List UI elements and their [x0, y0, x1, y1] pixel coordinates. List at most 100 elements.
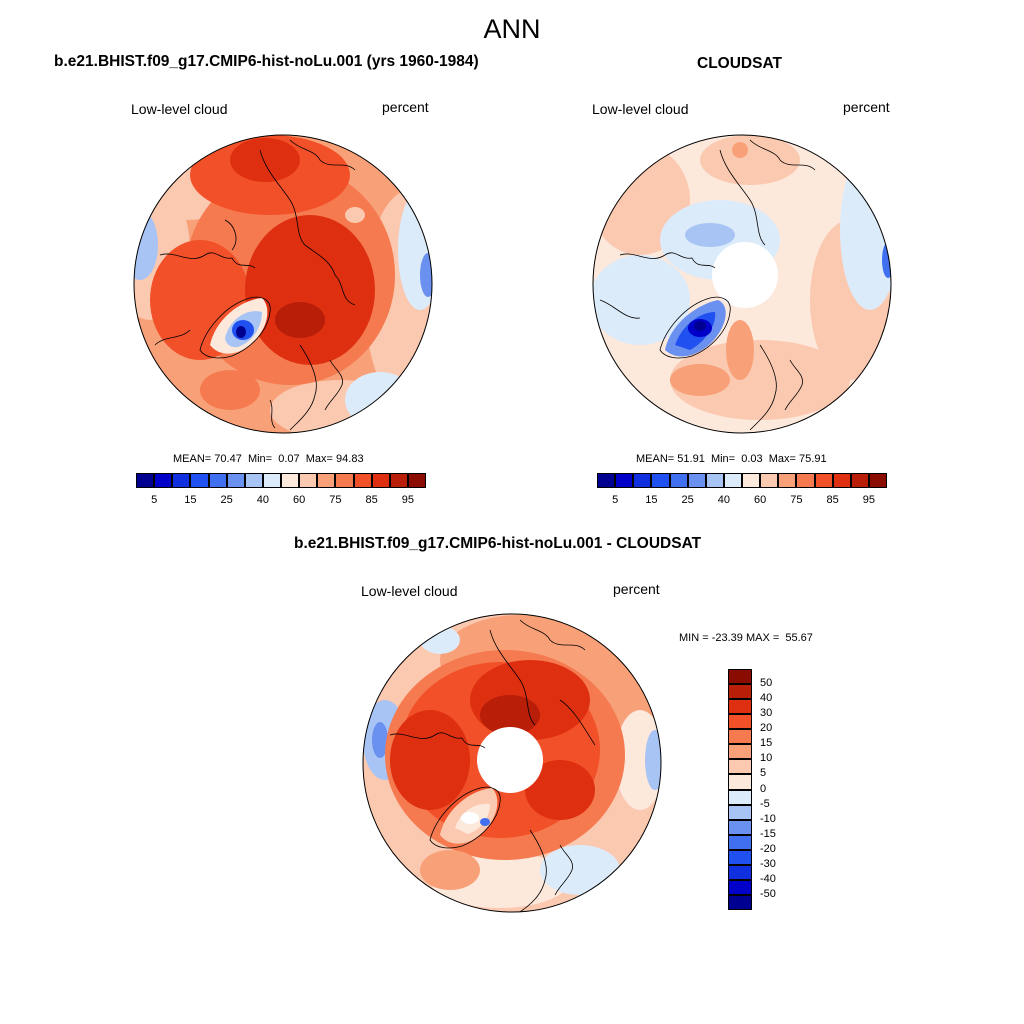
colorbar-tick-label: 5 — [760, 767, 767, 780]
colorbar-swatch — [299, 473, 318, 488]
colorbar-swatch — [728, 819, 752, 835]
colorbar-tick-label: 60 — [293, 494, 306, 506]
colorbar-swatch — [832, 473, 851, 488]
colorbar-tick-label: -50 — [760, 887, 776, 900]
colorbar-tick-label: 10 — [760, 752, 773, 765]
colorbar-swatch — [742, 473, 761, 488]
panel-diff-variable-label: Low-level cloud — [361, 583, 458, 599]
colorbar-swatch — [868, 473, 887, 488]
colorbar-swatch — [389, 473, 408, 488]
figure-title: ANN — [483, 14, 541, 44]
panel-diff-title: b.e21.BHIST.f09_g17.CMIP6-hist-noLu.001 … — [294, 535, 702, 552]
colorbar-tick-label: 75 — [329, 494, 342, 506]
colorbar-tick-label: 20 — [760, 722, 773, 735]
panel-diff-colorbar-ticks: 50 40 30 20 15 10 5 0 -5 -10 -15 -20 -30 -40 -50 — [760, 669, 800, 910]
panel-model-colorbar-ticks: 5 15 25 40 60 75 85 95 — [136, 494, 426, 508]
panel-obs-colorbar — [597, 473, 887, 488]
panel-model-colorbar — [136, 473, 426, 488]
colorbar-swatch — [728, 744, 752, 760]
colorbar-swatch — [728, 729, 752, 745]
colorbar-swatch — [728, 699, 752, 715]
colorbar-swatch — [728, 834, 752, 850]
colorbar-tick-label: -15 — [760, 827, 776, 840]
colorbar-swatch — [407, 473, 426, 488]
panel-model-units-label: percent — [382, 99, 429, 115]
colorbar-tick-label: 0 — [760, 782, 767, 795]
colorbar-swatch — [814, 473, 833, 488]
colorbar-swatch — [154, 473, 173, 488]
colorbar-tick-label: 25 — [220, 494, 233, 506]
colorbar-tick-label: 40 — [256, 494, 269, 506]
colorbar-swatch — [226, 473, 245, 488]
stat-max-value: 75.91 — [799, 453, 827, 465]
colorbar-swatch — [335, 473, 354, 488]
colorbar-swatch — [172, 473, 191, 488]
colorbar-swatch — [615, 473, 634, 488]
colorbar-tick-label: 25 — [681, 494, 694, 506]
colorbar-tick-label: 5 — [612, 494, 619, 506]
colorbar-tick-label: 85 — [365, 494, 378, 506]
panel-model-stats: MEAN= 70.47 Min= 0.07 Max= 94.83 — [173, 453, 364, 465]
colorbar-swatch — [728, 864, 752, 880]
colorbar-swatch — [728, 714, 752, 730]
colorbar-swatch — [244, 473, 263, 488]
colorbar-swatch — [705, 473, 724, 488]
colorbar-tick-label: -20 — [760, 842, 776, 855]
colorbar-swatch — [669, 473, 688, 488]
stat-mean-value: 51.91 — [677, 453, 705, 465]
colorbar-swatch — [597, 473, 616, 488]
colorbar-tick-label: 75 — [790, 494, 803, 506]
colorbar-swatch — [728, 684, 752, 700]
stat-max-label: Max= — [768, 453, 796, 465]
panel-diff-colorbar — [728, 669, 752, 910]
colorbar-swatch — [371, 473, 390, 488]
colorbar-tick-label: -30 — [760, 857, 776, 870]
colorbar-swatch — [723, 473, 742, 488]
colorbar-tick-label: 95 — [862, 494, 875, 506]
colorbar-tick-label: 95 — [401, 494, 414, 506]
colorbar-swatch — [651, 473, 670, 488]
colorbar-swatch — [208, 473, 227, 488]
stat-mean-value: 70.47 — [214, 453, 242, 465]
colorbar-swatch — [850, 473, 869, 488]
colorbar-tick-label: 40 — [760, 692, 773, 705]
colorbar-swatch — [687, 473, 706, 488]
colorbar-swatch — [262, 473, 281, 488]
stat-max-value: 94.83 — [336, 453, 364, 465]
colorbar-swatch — [728, 849, 752, 865]
colorbar-tick-label: -40 — [760, 872, 776, 885]
panel-model-variable-label: Low-level cloud — [131, 101, 228, 117]
stat-min-value: 0.03 — [741, 453, 763, 465]
colorbar-swatch — [190, 473, 209, 488]
colorbar-tick-label: 15 — [645, 494, 658, 506]
colorbar-swatch — [633, 473, 652, 488]
stat-min-label: Min= — [710, 453, 736, 465]
colorbar-tick-label: 5 — [151, 494, 158, 506]
colorbar-swatch — [728, 789, 752, 805]
panel-obs-stats: MEAN= 51.91 Min= 0.03 Max= 75.91 — [636, 453, 827, 465]
colorbar-tick-label: 85 — [826, 494, 839, 506]
stat-max-label: Max= — [305, 453, 333, 465]
colorbar-swatch — [281, 473, 300, 488]
stat-min-label: Min= — [247, 453, 273, 465]
colorbar-swatch — [353, 473, 372, 488]
stat-min-value: 0.07 — [278, 453, 300, 465]
colorbar-swatch — [796, 473, 815, 488]
colorbar-swatch — [728, 804, 752, 820]
colorbar-swatch — [728, 759, 752, 775]
colorbar-tick-label: 60 — [754, 494, 767, 506]
colorbar-swatch — [728, 879, 752, 895]
colorbar-tick-label: -5 — [760, 797, 770, 810]
colorbar-swatch — [136, 473, 155, 488]
stat-mean-label: MEAN= — [636, 453, 675, 465]
stat-mean-label: MEAN= — [173, 453, 212, 465]
colorbar-tick-label: 15 — [184, 494, 197, 506]
colorbar-swatch — [778, 473, 797, 488]
panel-diff-stats: MIN = -23.39 MAX = 55.67 — [679, 632, 813, 644]
colorbar-tick-label: -10 — [760, 812, 776, 825]
panel-obs-units-label: percent — [843, 99, 890, 115]
colorbar-swatch — [728, 894, 752, 910]
